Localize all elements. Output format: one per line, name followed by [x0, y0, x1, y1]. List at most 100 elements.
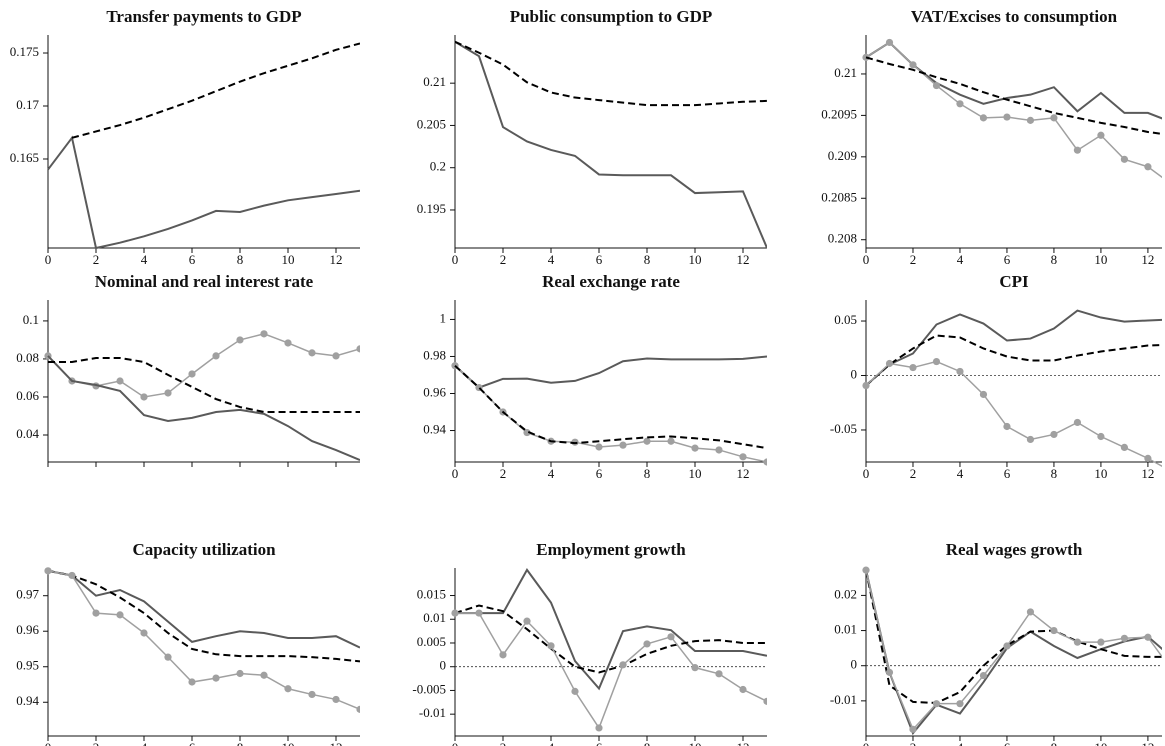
series-marker: [1050, 430, 1058, 439]
series-marker: [932, 81, 941, 90]
x-tick-label: 0: [45, 740, 52, 746]
series-marker: [1144, 633, 1152, 641]
y-tick-label: 1: [440, 310, 447, 325]
series-marker: [909, 363, 917, 372]
x-tick-label: 6: [596, 252, 603, 267]
series-marker: [862, 381, 870, 390]
series-marker: [932, 700, 941, 708]
x-tick-label: 0: [452, 252, 459, 267]
series-marker: [451, 609, 459, 617]
series-marker: [499, 651, 507, 659]
series-line: [865, 569, 1162, 704]
series-line: [865, 56, 1162, 135]
plot-area: [451, 355, 767, 466]
y-tick-label: 0.97: [16, 587, 39, 602]
series-marker: [667, 437, 675, 445]
x-tick-label: 0: [863, 252, 870, 267]
x-tick-label: 4: [141, 740, 148, 746]
y-tick-label: 0.94: [423, 422, 446, 437]
series-marker: [885, 668, 894, 676]
y-tick-label: 0.165: [10, 150, 39, 165]
chart-title: Transfer payments to GDP: [106, 7, 301, 26]
x-tick-label: 0: [452, 466, 459, 481]
y-tick-label: -0.005: [412, 681, 446, 696]
series-marker: [523, 617, 531, 625]
x-tick-label: 4: [141, 252, 148, 267]
series-marker: [260, 671, 268, 679]
x-tick-label: 12: [1141, 740, 1154, 746]
y-tick-label: 0.01: [423, 610, 446, 625]
y-tick-label: 0.005: [417, 634, 446, 649]
series-line: [865, 41, 1162, 179]
series-marker: [691, 444, 699, 452]
x-tick-label: 6: [1004, 466, 1011, 481]
series-line: [71, 42, 360, 139]
series-marker: [164, 653, 172, 661]
x-tick-label: 10: [282, 740, 295, 746]
series-marker: [308, 349, 316, 357]
y-tick-label: 0.208: [828, 231, 857, 246]
series-marker: [956, 100, 964, 108]
x-tick-label: 12: [330, 740, 343, 746]
series-marker: [332, 695, 340, 704]
x-tick-label: 0: [45, 252, 52, 267]
x-tick-label: 10: [1094, 740, 1107, 746]
x-tick-label: 8: [237, 740, 244, 746]
series-marker: [979, 671, 988, 680]
series-line: [455, 568, 767, 691]
series-marker: [956, 700, 964, 708]
series-marker: [763, 697, 767, 705]
series-marker: [909, 61, 917, 69]
y-tick-label: 0.98: [423, 347, 446, 362]
series-marker: [715, 670, 723, 678]
y-tick-label: 0.17: [16, 97, 39, 112]
series-marker: [619, 661, 627, 669]
series-marker: [523, 428, 531, 437]
series-marker: [1120, 634, 1129, 642]
panel: Capacity utilization 0.94 0.95 0.96 0.97 0 2 4 6…: [16, 540, 360, 746]
chart-title: VAT/Excises to consumption: [911, 7, 1118, 26]
x-tick-label: 2: [500, 466, 507, 481]
series-marker: [1026, 116, 1035, 124]
x-tick-label: 2: [500, 252, 507, 267]
y-tick-label: 0.06: [16, 388, 39, 403]
x-tick-label: 6: [596, 740, 603, 746]
series-marker: [1003, 642, 1011, 650]
x-tick-label: 2: [910, 740, 917, 746]
x-tick-label: 12: [737, 466, 750, 481]
panel: Public consumption to GDP 0.195 0.2 0.205 0.…: [417, 7, 767, 267]
series-marker: [595, 443, 603, 451]
series-marker: [1050, 626, 1058, 635]
series-marker: [308, 690, 316, 699]
x-tick-label: 8: [237, 252, 244, 267]
chart-title: Employment growth: [536, 540, 686, 559]
series-marker: [1097, 432, 1105, 441]
y-tick-label: 0.96: [423, 384, 446, 399]
series-marker: [260, 330, 268, 338]
series-marker: [547, 642, 555, 650]
series-marker: [1026, 435, 1035, 444]
series-line: [865, 309, 1162, 387]
series-marker: [284, 685, 292, 693]
series-line: [454, 604, 767, 674]
series-marker: [1120, 155, 1129, 163]
series-line: [865, 569, 1162, 736]
series-line: [47, 135, 360, 250]
series-marker: [1073, 418, 1082, 427]
x-tick-label: 6: [189, 252, 196, 267]
x-tick-label: 8: [644, 252, 651, 267]
x-tick-label: 8: [644, 740, 651, 746]
series-marker: [979, 390, 988, 399]
plot-area: [454, 40, 767, 249]
series-marker: [1097, 131, 1105, 139]
series-marker: [140, 393, 148, 401]
y-tick-label: 0.195: [417, 201, 446, 216]
y-tick-label: 0.21: [834, 65, 857, 80]
series-line: [865, 41, 1162, 120]
series-marker: [356, 705, 360, 713]
series-line: [865, 360, 1162, 468]
series-marker: [885, 38, 894, 47]
plot-area: [862, 566, 1162, 736]
series-marker: [739, 453, 747, 461]
